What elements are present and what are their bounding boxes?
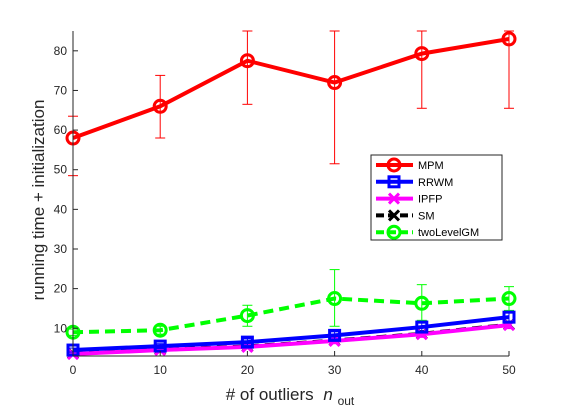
series-line <box>72 315 510 353</box>
data-point <box>502 310 516 324</box>
data-point <box>414 46 430 62</box>
marker-stroke <box>387 209 401 222</box>
legend-marker <box>386 157 402 173</box>
data-point <box>327 75 343 91</box>
legend-label: MPM <box>418 160 444 172</box>
data-point <box>328 328 342 342</box>
data-point <box>414 295 430 311</box>
y-tick-label: 20 <box>54 282 68 296</box>
data-point <box>239 308 255 324</box>
legend-entry: MPM <box>376 157 444 173</box>
x-axis-label-var: n <box>323 385 332 404</box>
legend: MPM RRWM IPFP SM twoLevelGM <box>370 154 503 241</box>
y-tick-label: 80 <box>54 44 68 58</box>
x-axis-label-group: # of outliers n out <box>226 385 355 408</box>
axes: 0 10 20 30 40 50 10 20 30 40 50 60 70 80 <box>54 31 516 377</box>
y-tick-label: 60 <box>54 123 68 137</box>
data-point <box>415 320 429 334</box>
x-axis-label-sub: out <box>338 394 355 408</box>
y-tick-label: 50 <box>54 163 68 177</box>
x-tick-label: 40 <box>415 363 429 377</box>
x-tick-label: 0 <box>70 363 77 377</box>
data-point <box>240 335 254 349</box>
legend-marker <box>387 175 401 189</box>
x-tick-label: 30 <box>328 363 342 377</box>
x-tick-label: 50 <box>502 363 516 377</box>
y-axis-label: running time + initialization <box>29 100 48 301</box>
legend-entry: twoLevelGM <box>376 224 479 240</box>
legend-label: RRWM <box>418 177 453 189</box>
legend-marker <box>387 192 401 205</box>
data-point <box>501 31 517 47</box>
x-axis-label: # of outliers <box>226 385 314 404</box>
series-line <box>72 323 510 357</box>
legend-marker <box>387 209 401 222</box>
data-point <box>501 291 517 307</box>
x-tick-label: 10 <box>154 363 168 377</box>
series-line <box>72 296 510 335</box>
legend-entry: RRWM <box>376 175 453 189</box>
legend-label: IPFP <box>418 194 442 206</box>
data-point <box>152 322 168 338</box>
series-line <box>72 36 510 140</box>
y-tick-label: 10 <box>54 321 68 335</box>
legend-label: SM <box>418 210 435 222</box>
data-point <box>327 291 343 307</box>
data-point <box>152 98 168 114</box>
data-point <box>239 53 255 69</box>
legend-entry: IPFP <box>376 192 442 206</box>
y-tick-label: 40 <box>54 202 68 216</box>
x-tick-label: 20 <box>241 363 255 377</box>
legend-marker <box>386 224 402 240</box>
legend-label: twoLevelGM <box>418 227 479 239</box>
y-tick-label: 70 <box>54 83 68 97</box>
legend-entry: SM <box>376 209 435 222</box>
series-twoLevelGM <box>65 269 517 340</box>
marker-stroke <box>387 192 401 205</box>
y-tick-label: 30 <box>54 242 68 256</box>
